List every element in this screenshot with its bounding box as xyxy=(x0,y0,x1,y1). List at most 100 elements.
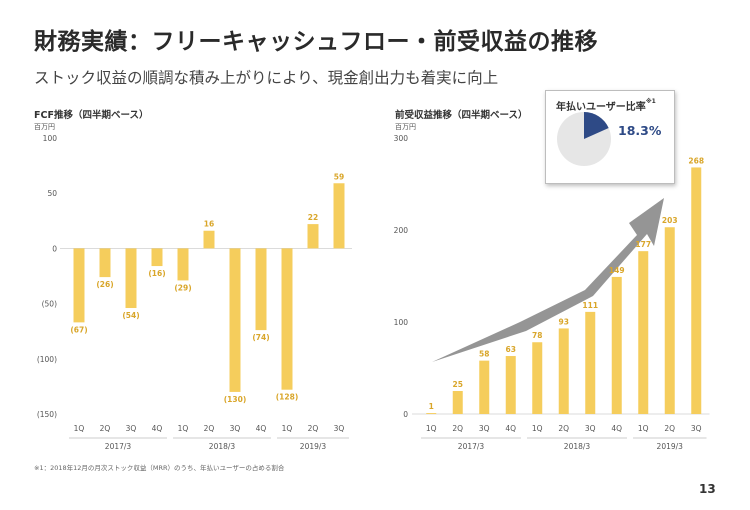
fcf-data-label: 22 xyxy=(308,213,318,222)
fcf-chart-title: FCF推移（四半期ベース） xyxy=(34,110,149,121)
revenue-bar xyxy=(505,356,516,414)
revenue-category-label: 4Q xyxy=(611,424,622,433)
revenue-bar xyxy=(611,276,622,414)
revenue-bar xyxy=(452,391,463,414)
fcf-ytick-label: 100 xyxy=(43,134,58,143)
fcf-unit-label: 百万円 xyxy=(34,123,55,131)
revenue-bar xyxy=(691,167,702,414)
fcf-data-label: (67) xyxy=(70,325,87,334)
revenue-data-label: 203 xyxy=(662,216,678,225)
fcf-bar xyxy=(177,248,189,281)
fcf-bar xyxy=(229,248,241,392)
revenue-bar xyxy=(479,360,490,414)
revenue-bar xyxy=(664,227,675,414)
fcf-ytick-label: (150) xyxy=(37,410,57,419)
ratio-pie-chart xyxy=(557,112,611,166)
revenue-group-label: 2018/3 xyxy=(564,442,591,451)
revenue-category-label: 1Q xyxy=(532,424,543,433)
callout-title-text: 年払いユーザー比率 xyxy=(556,102,646,113)
revenue-category-label: 3Q xyxy=(691,424,702,433)
revenue-bar xyxy=(638,251,649,414)
fcf-ytick-label: (100) xyxy=(37,355,57,364)
fcf-bar xyxy=(99,248,111,278)
fcf-bar xyxy=(73,248,85,323)
fcf-category-label: 4Q xyxy=(256,424,267,433)
fcf-bar xyxy=(125,248,137,309)
fcf-category-label: 1Q xyxy=(74,424,85,433)
revenue-group-label: 2019/3 xyxy=(657,442,684,451)
fcf-bar xyxy=(281,248,293,390)
revenue-bar xyxy=(585,311,596,414)
revenue-ytick-label: 0 xyxy=(403,410,408,419)
revenue-category-label: 4Q xyxy=(505,424,516,433)
fcf-data-label: (29) xyxy=(174,283,191,292)
fcf-category-label: 2Q xyxy=(100,424,111,433)
growth-arrow xyxy=(432,198,664,362)
fcf-data-label: (54) xyxy=(122,311,139,320)
revenue-data-label: 149 xyxy=(609,266,625,275)
fcf-data-label: (130) xyxy=(224,395,247,404)
fcf-bar xyxy=(203,230,215,249)
fcf-category-label: 1Q xyxy=(178,424,189,433)
revenue-bar xyxy=(426,413,437,414)
revenue-data-label: 111 xyxy=(582,301,598,310)
revenue-category-label: 1Q xyxy=(638,424,649,433)
revenue-category-label: 3Q xyxy=(479,424,490,433)
fcf-data-label: (128) xyxy=(276,393,299,402)
fcf-category-label: 3Q xyxy=(126,424,137,433)
fcf-bar xyxy=(333,183,345,249)
fcf-data-label: 59 xyxy=(334,172,344,181)
revenue-category-label: 2Q xyxy=(558,424,569,433)
callout-value: 18.3% xyxy=(618,123,662,138)
revenue-data-label: 268 xyxy=(688,156,704,165)
fcf-ytick-label: (50) xyxy=(42,300,57,309)
annual-user-ratio-callout: 年払いユーザー比率※1 18.3% xyxy=(545,90,675,184)
revenue-category-label: 2Q xyxy=(452,424,463,433)
fcf-category-label: 3Q xyxy=(230,424,241,433)
revenue-data-label: 93 xyxy=(559,317,569,326)
revenue-chart-title: 前受収益推移（四半期ベース） xyxy=(395,110,528,121)
fcf-category-label: 1Q xyxy=(282,424,293,433)
fcf-ytick-label: 0 xyxy=(52,244,57,253)
fcf-category-label: 3Q xyxy=(334,424,345,433)
fcf-bar xyxy=(255,248,267,331)
fcf-group-label: 2017/3 xyxy=(105,442,132,451)
revenue-bar xyxy=(558,328,569,414)
fcf-ytick-label: 50 xyxy=(47,189,57,198)
fcf-category-label: 2Q xyxy=(308,424,319,433)
fcf-category-label: 4Q xyxy=(152,424,163,433)
fcf-data-label: (74) xyxy=(252,333,269,342)
callout-title: 年払いユーザー比率※1 xyxy=(556,98,656,113)
revenue-ytick-label: 300 xyxy=(394,134,409,143)
slide-subtitle: ストック収益の順調な積み上がりにより、現金創出力も着実に向上 xyxy=(34,69,499,87)
footnote: ※1：2018年12月の月次ストック収益（MRR）のうち、年払いユーザーの占める… xyxy=(34,464,285,472)
revenue-data-label: 58 xyxy=(479,350,489,359)
fcf-category-label: 2Q xyxy=(204,424,215,433)
fcf-group-label: 2019/3 xyxy=(300,442,327,451)
slide-title: 財務実績：フリーキャッシュフロー・前受収益の推移 xyxy=(34,29,598,55)
page-number: 13 xyxy=(699,482,716,496)
fcf-bar xyxy=(307,224,319,249)
revenue-data-label: 25 xyxy=(453,380,463,389)
revenue-data-label: 1 xyxy=(429,402,434,411)
callout-note: ※1 xyxy=(645,98,656,105)
fcf-group-label: 2018/3 xyxy=(209,442,236,451)
revenue-category-label: 1Q xyxy=(426,424,437,433)
revenue-group-label: 2017/3 xyxy=(458,442,485,451)
fcf-bar xyxy=(151,248,163,267)
revenue-data-label: 63 xyxy=(506,345,516,354)
revenue-ytick-label: 100 xyxy=(394,318,409,327)
revenue-ytick-label: 200 xyxy=(394,226,409,235)
revenue-category-label: 3Q xyxy=(585,424,596,433)
fcf-data-label: (26) xyxy=(96,280,113,289)
fcf-data-label: 16 xyxy=(204,220,214,229)
revenue-data-label: 177 xyxy=(635,240,651,249)
revenue-unit-label: 百万円 xyxy=(395,123,416,131)
revenue-data-label: 78 xyxy=(532,331,542,340)
revenue-category-label: 2Q xyxy=(664,424,675,433)
fcf-data-label: (16) xyxy=(148,269,165,278)
pie-highlight-slice xyxy=(584,112,609,139)
revenue-bar xyxy=(532,342,543,414)
